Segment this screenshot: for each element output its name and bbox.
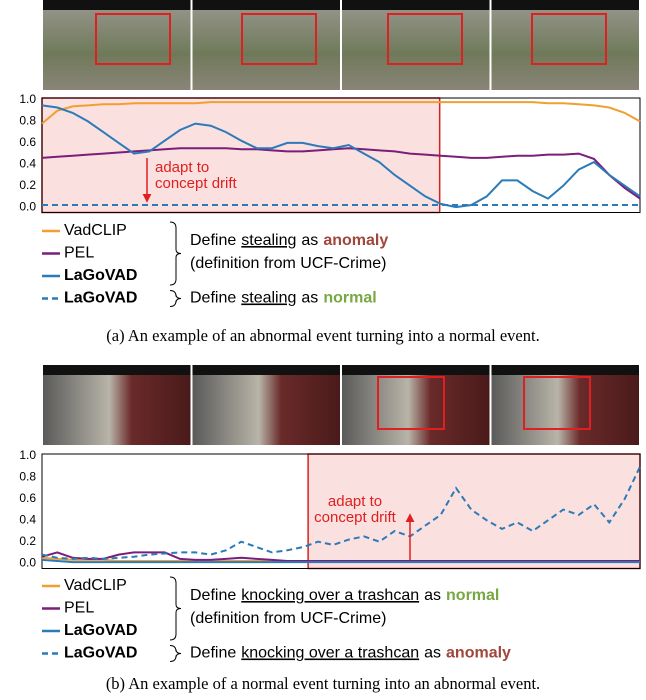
video-frame [193, 365, 341, 445]
definition-part: Define [190, 587, 236, 604]
legend-label: LaGoVAD [64, 645, 137, 662]
legend-brace [170, 222, 181, 285]
annotation-text: adapt to [328, 493, 382, 510]
y-tick-label: 0.4 [19, 512, 36, 526]
frame-top-band [492, 365, 640, 375]
frame-top-band [43, 365, 191, 375]
frame-top-band [342, 365, 490, 375]
definition-part: Define [190, 290, 236, 307]
definition-part: stealing [241, 232, 296, 249]
legend-label: VadCLIP [64, 222, 127, 239]
legend-brace [170, 291, 181, 307]
y-tick-label: 0.6 [19, 135, 36, 149]
frame-top-band [193, 0, 341, 10]
definition-part: anomaly [446, 645, 511, 662]
legend-label: PEL [64, 600, 94, 617]
legend-label: VadCLIP [64, 577, 127, 594]
definition-part: Define [190, 645, 236, 662]
annotation-text: concept drift [314, 509, 397, 526]
legend-brace [170, 577, 181, 640]
y-tick-label: 0.8 [19, 470, 36, 484]
definition-part: normal [323, 290, 376, 307]
definition-part: Define [190, 232, 236, 249]
frame-top-band [342, 0, 490, 10]
definition-part: anomaly [323, 232, 388, 249]
caption: (b) An example of a normal event turning… [106, 674, 540, 693]
definition-part: stealing [241, 290, 296, 307]
legend-label: LaGoVAD [64, 622, 137, 639]
y-tick-label: 0.4 [19, 156, 36, 170]
definition-part: as [424, 587, 441, 604]
frame-top-band [193, 365, 341, 375]
y-tick-label: 0.0 [19, 555, 36, 569]
legend-brace [170, 646, 181, 662]
legend-label: PEL [64, 245, 94, 262]
drift-region [42, 98, 440, 213]
caption: (a) An example of an abnormal event turn… [106, 326, 539, 345]
legend-label: LaGoVAD [64, 290, 137, 307]
definition-part: as [301, 232, 318, 249]
y-tick-label: 1.0 [19, 92, 36, 106]
y-tick-label: 1.0 [19, 448, 36, 462]
video-frame [43, 365, 191, 445]
y-tick-label: 0.0 [19, 199, 36, 213]
definition-part: normal [446, 587, 499, 604]
y-tick-label: 0.2 [19, 534, 36, 548]
annotation-text: concept drift [155, 175, 238, 192]
definition-note: (definition from UCF-Crime) [190, 610, 386, 627]
definition-part: as [301, 290, 318, 307]
definition-text: Define stealing as anomaly [190, 232, 388, 249]
definition-part: as [424, 645, 441, 662]
y-tick-label: 0.6 [19, 491, 36, 505]
figure: 0.00.20.40.60.81.0adapt toconcept driftV… [0, 0, 646, 700]
definition-part: knocking over a trashcan [241, 587, 419, 604]
definition-part: knocking over a trashcan [241, 645, 419, 662]
definition-text: Define stealing as normal [190, 290, 377, 307]
definition-text: Define knocking over a trashcan as normal [190, 587, 499, 604]
definition-note: (definition from UCF-Crime) [190, 255, 386, 272]
legend-label: LaGoVAD [64, 267, 137, 284]
y-tick-label: 0.2 [19, 178, 36, 192]
y-tick-label: 0.8 [19, 114, 36, 128]
annotation-text: adapt to [155, 159, 209, 176]
frame-top-band [492, 0, 640, 10]
definition-text: Define knocking over a trashcan as anomaly [190, 645, 511, 662]
frame-top-band [43, 0, 191, 10]
